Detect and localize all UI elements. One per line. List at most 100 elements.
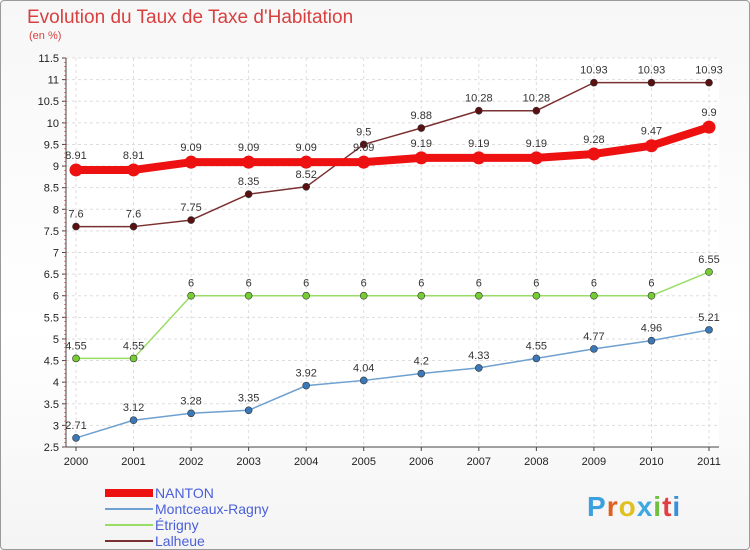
data-point [644,139,658,153]
chart-subtitle: (en %) [29,30,62,42]
data-label: 6 [303,278,309,290]
y-tick-label: 3.5 [44,399,59,411]
data-label: 9.09 [180,142,201,154]
x-tick-label: 2005 [351,456,375,468]
data-label: 9.19 [468,138,489,150]
data-point [127,163,141,177]
x-tick-label: 2003 [236,456,260,468]
data-point [359,376,368,385]
y-tick-label: 7.5 [44,226,59,238]
data-label: 9.19 [411,138,432,150]
data-point [244,291,253,300]
data-point [302,291,310,300]
y-tick-label: 8 [53,204,59,216]
data-point [529,151,543,165]
x-tick-label: 2002 [179,456,203,468]
data-point [590,291,598,300]
y-tick-label: 9 [53,161,59,173]
data-label: 4.55 [123,340,144,352]
data-point [359,291,368,300]
data-point [299,155,313,169]
data-label: 8.52 [295,169,316,181]
data-point [532,291,541,300]
data-point [475,291,483,300]
data-point [705,78,713,87]
x-tick-label: 2000 [64,456,88,468]
legend-label: NANTON [155,485,214,501]
data-label: 6 [533,278,539,290]
data-point [129,222,138,231]
y-tick-label: 3 [53,420,59,432]
data-label: 7.75 [180,202,201,214]
data-point [647,336,656,345]
data-label: 2.71 [65,420,86,432]
data-point [647,78,656,87]
data-point [417,369,426,378]
data-point [187,409,195,418]
y-tick-label: 8.5 [44,183,59,195]
x-tick-label: 2008 [524,456,548,468]
data-label: 4.96 [641,323,662,335]
y-tick-label: 7 [53,248,59,260]
data-label: 9.5 [356,126,371,138]
y-tick-label: 10.5 [38,96,59,108]
data-label: 3.28 [180,395,201,407]
data-label: 3.92 [295,368,316,380]
data-label: 7.6 [68,209,83,221]
y-tick-label: 6.5 [44,269,59,281]
data-label: 4.2 [414,356,429,368]
data-label: 6 [361,278,367,290]
y-tick-label: 9.5 [44,139,59,151]
series-line--trigny [76,271,710,360]
y-tick-label: 2.5 [44,442,59,454]
data-point [587,147,601,161]
y-tick-label: 4 [53,377,59,389]
data-label: 9.47 [641,126,662,138]
data-label: 6 [188,278,194,290]
data-point [705,326,713,334]
data-point [129,354,138,363]
data-point [72,434,80,442]
data-point [244,406,253,415]
data-point [302,381,310,390]
data-point [532,106,541,115]
legend-label: Étrigny [155,517,199,533]
data-label: 3.12 [123,402,144,414]
data-point [69,163,83,177]
data-point [242,155,256,169]
x-tick-label: 2006 [409,456,433,468]
data-label: 10.28 [523,93,551,105]
data-point [590,345,598,353]
x-tick-label: 2009 [582,456,606,468]
y-tick-label: 11.5 [38,53,59,65]
data-point [475,106,483,115]
data-label: 5.21 [698,312,719,324]
data-label: 8.35 [238,176,259,188]
data-label: 8.91 [65,150,86,162]
data-label: 9.09 [295,142,316,154]
legend-label: Montceaux-Ragny [155,501,269,517]
data-label: 4.04 [353,362,374,374]
data-label: 9.19 [526,138,547,150]
x-tick-label: 2011 [697,456,721,468]
y-tick-label: 5 [53,334,59,346]
y-tick-label: 4.5 [44,356,59,368]
y-tick-label: 10 [47,118,59,130]
data-point [417,124,426,132]
data-point [705,268,713,276]
series-line-lalheue [76,81,709,228]
legend-swatch [105,489,153,497]
legend-swatch [105,508,153,510]
data-point [472,151,486,165]
data-label: 9.9 [701,107,716,119]
data-label: 8.91 [123,150,144,162]
data-label: 6.55 [698,254,719,266]
data-label: 6 [591,278,597,290]
data-label: 9.09 [238,142,259,154]
legend-swatch [105,524,153,526]
data-point [590,78,598,87]
data-point [414,151,428,165]
data-point [475,364,483,372]
data-label: 3.35 [238,392,259,404]
